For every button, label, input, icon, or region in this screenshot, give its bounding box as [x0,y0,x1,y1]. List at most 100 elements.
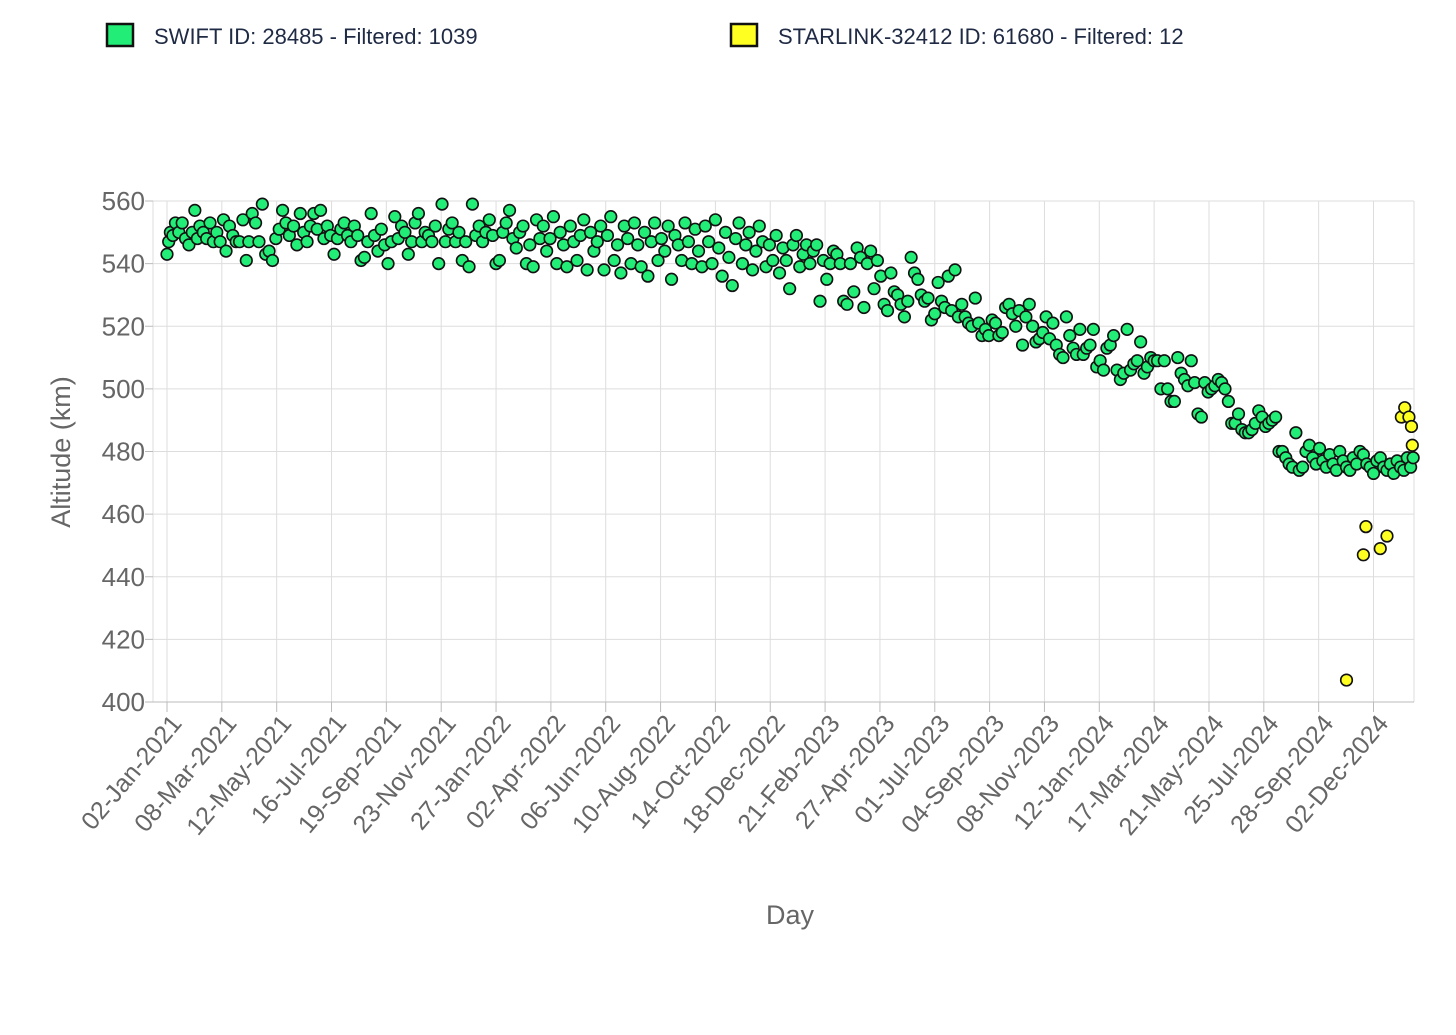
data-point[interactable] [641,269,655,283]
data-point[interactable] [621,231,635,246]
legend-item-swift[interactable]: SWIFT ID: 28485 - Filtered: 1039 [105,22,478,49]
data-point[interactable] [864,244,878,258]
data-point[interactable] [188,203,202,217]
data-point[interactable] [1231,407,1246,421]
data-point[interactable] [300,235,314,249]
data-point[interactable] [988,316,1003,330]
data-point[interactable] [1083,338,1097,352]
data-point[interactable] [1296,460,1310,474]
data-point[interactable] [783,282,797,296]
data-point[interactable] [351,228,365,243]
data-point[interactable] [678,216,692,230]
data-point[interactable] [627,216,642,230]
data-point[interactable] [327,247,341,261]
data-point[interactable] [631,238,645,252]
data-point[interactable] [789,228,804,243]
data-point[interactable] [735,257,750,271]
data-point[interactable] [708,213,723,227]
data-point[interactable] [1167,394,1181,409]
data-point[interactable] [847,285,861,299]
data-point[interactable] [705,257,719,271]
data-point[interactable] [691,244,706,258]
data-point[interactable] [465,197,480,211]
data-point[interactable] [654,231,669,246]
data-point[interactable] [1339,673,1354,687]
data-point[interactable] [1026,319,1040,333]
data-point[interactable] [1404,419,1419,434]
data-point[interactable] [948,263,962,277]
data-point[interactable] [901,294,915,308]
data-point[interactable] [931,275,945,290]
data-point[interactable] [213,235,227,249]
data-point[interactable] [1096,363,1111,377]
data-point[interactable] [1063,329,1077,343]
legend-item-starlink[interactable]: STARLINK-32412 ID: 61680 - Filtered: 12 [729,22,1184,49]
data-point[interactable] [840,297,854,311]
data-point[interactable] [536,219,550,233]
data-point[interactable] [219,244,233,258]
data-point[interactable] [897,310,912,324]
data-point[interactable] [499,216,513,230]
data-point[interactable] [772,266,787,280]
data-point[interactable] [553,225,567,239]
data-point[interactable] [452,225,466,239]
data-point[interactable] [502,203,517,217]
data-point[interactable] [884,266,898,280]
data-point[interactable] [252,235,266,249]
data-point[interactable] [1269,410,1283,424]
data-point[interactable] [1019,310,1033,324]
data-point[interactable] [482,213,496,227]
data-point[interactable] [810,238,824,252]
data-point[interactable] [401,247,415,261]
data-point[interactable] [1015,338,1030,352]
data-point[interactable] [357,250,372,264]
data-point[interactable] [712,241,726,255]
data-point[interactable] [563,219,577,233]
data-point[interactable] [411,206,426,221]
data-point[interactable] [1221,394,1235,409]
data-point[interactable] [762,238,777,252]
data-point[interactable] [432,257,446,271]
data-point[interactable] [398,225,412,239]
data-point[interactable] [526,260,540,274]
data-point[interactable] [651,253,665,268]
data-point[interactable] [1073,322,1087,336]
data-point[interactable] [1046,316,1060,330]
data-point[interactable] [634,260,648,274]
data-point[interactable] [509,241,523,255]
data-point[interactable] [286,219,301,233]
data-point[interactable] [560,260,574,274]
data-point[interactable] [769,228,783,243]
data-point[interactable] [1359,520,1373,534]
data-point[interactable] [1406,451,1420,465]
data-point[interactable] [1366,466,1381,481]
data-point[interactable] [1373,541,1387,556]
data-point[interactable] [955,297,969,311]
data-point[interactable] [577,213,591,227]
data-point[interactable] [661,219,675,233]
data-point[interactable] [570,253,584,268]
data-point[interactable] [658,244,672,258]
data-point[interactable] [546,210,561,224]
data-point[interactable] [911,272,925,286]
data-point[interactable] [1157,354,1171,368]
data-point[interactable] [435,197,449,211]
data-point[interactable] [729,231,743,246]
data-point[interactable] [820,272,834,286]
data-point[interactable] [698,219,712,233]
data-point[interactable] [1134,335,1148,349]
data-point[interactable] [880,303,895,318]
data-point[interactable] [492,253,507,268]
data-point[interactable] [236,213,250,227]
data-point[interactable] [175,216,189,230]
data-point[interactable] [752,219,766,233]
data-point[interactable] [293,206,307,221]
data-point[interactable] [1086,322,1100,336]
data-point[interactable] [459,235,473,249]
data-point[interactable] [1218,382,1232,396]
data-point[interactable] [1130,354,1144,368]
data-point[interactable] [255,197,269,211]
data-point[interactable] [1171,350,1185,365]
data-point[interactable] [543,231,557,246]
data-point[interactable] [265,253,280,268]
